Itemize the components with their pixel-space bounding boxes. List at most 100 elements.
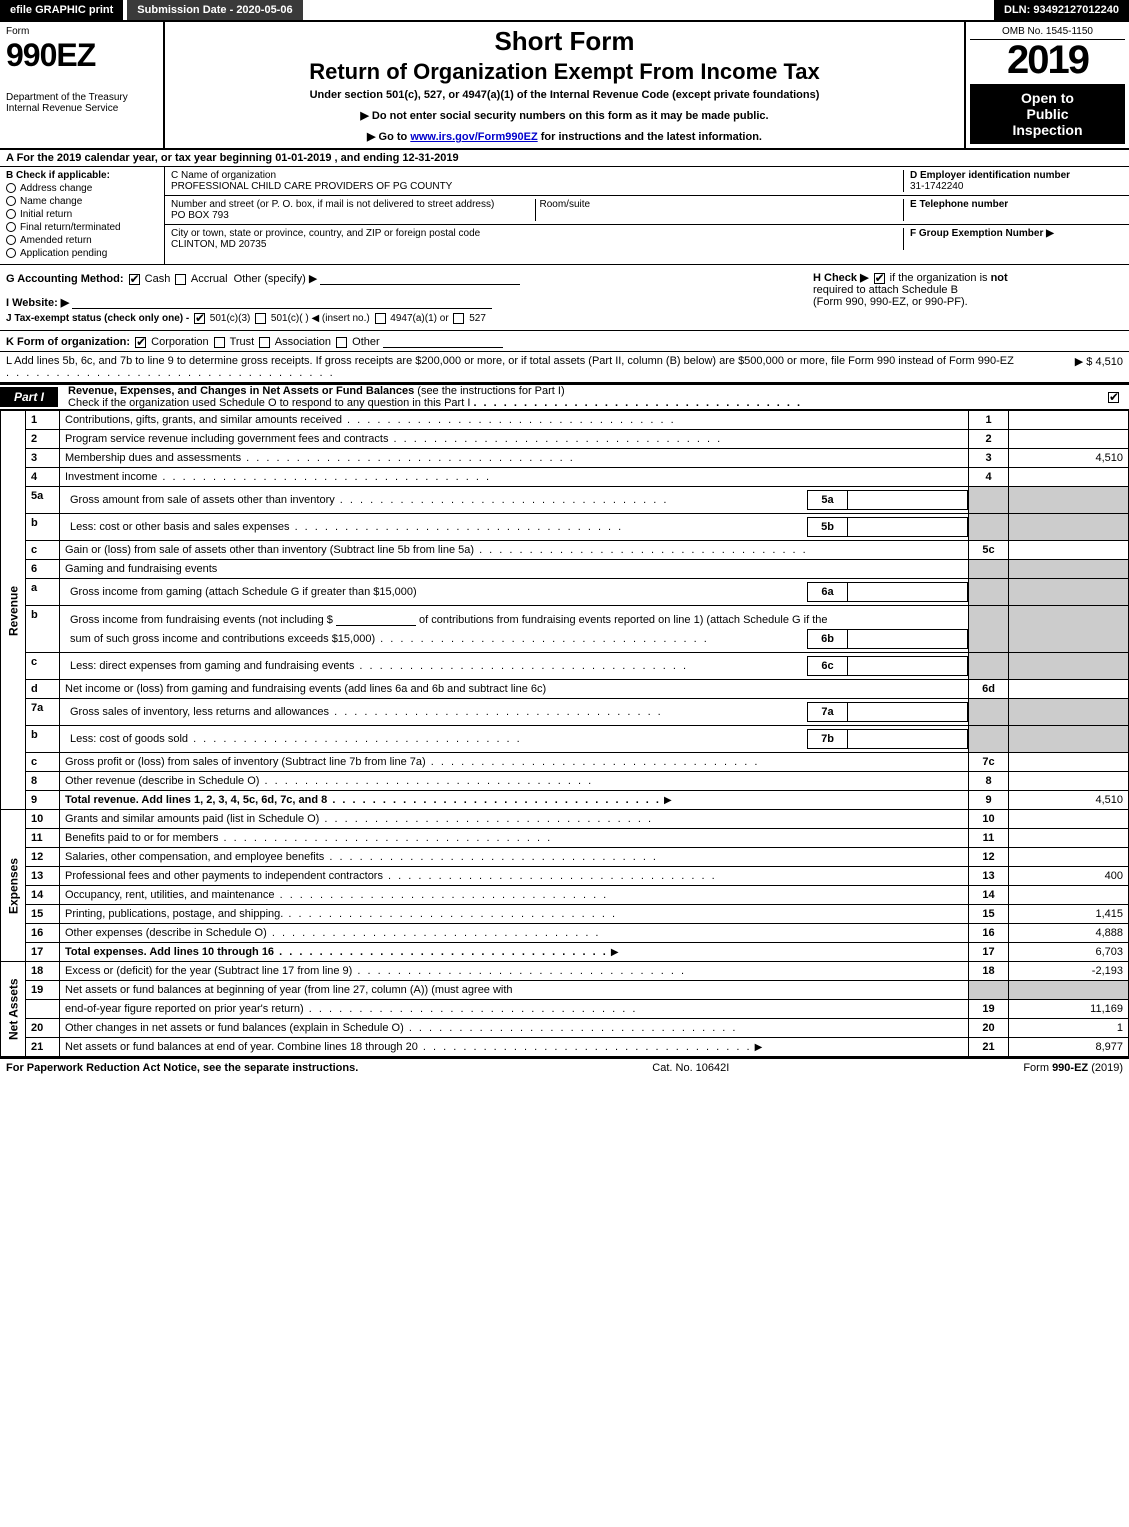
arrow-icon	[664, 794, 672, 806]
line-7c: c Gross profit or (loss) from sales of i…	[1, 753, 1129, 772]
chk-final-return[interactable]: Final return/terminated	[6, 222, 158, 233]
title-return: Return of Organization Exempt From Incom…	[173, 59, 956, 85]
line-8: 8 Other revenue (describe in Schedule O)…	[1, 772, 1129, 791]
row-address: Number and street (or P. O. box, if mail…	[165, 196, 1129, 225]
arrow-icon	[755, 1041, 763, 1053]
line-9: 9 Total revenue. Add lines 1, 2, 3, 4, 5…	[1, 791, 1129, 810]
chk-accrual[interactable]	[175, 274, 186, 285]
other-specify-field[interactable]	[320, 271, 520, 285]
g-label: G Accounting Method:	[6, 273, 124, 285]
open-line1: Open to	[974, 90, 1121, 106]
chk-schedule-o[interactable]	[1108, 392, 1119, 403]
col-b-label: B Check if applicable:	[6, 170, 158, 181]
tax-year: 2019	[970, 40, 1125, 80]
chk-name-change[interactable]: Name change	[6, 196, 158, 207]
header-center: Short Form Return of Organization Exempt…	[165, 22, 964, 148]
title-short-form: Short Form	[173, 26, 956, 57]
f-label: F Group Exemption Number ▶	[910, 228, 1123, 239]
city-value: CLINTON, MD 20735	[171, 239, 903, 250]
row-city: City or town, state or province, country…	[165, 225, 1129, 253]
chk-501c3[interactable]	[194, 313, 205, 324]
open-line3: Inspection	[974, 122, 1121, 138]
bullet-goto-pre: ▶ Go to	[367, 131, 410, 143]
part-1-tab: Part I	[0, 387, 58, 407]
efile-label: efile GRAPHIC print	[10, 4, 113, 16]
bullet-no-ssn: ▶ Do not enter social security numbers o…	[173, 109, 956, 122]
chk-h[interactable]	[874, 273, 885, 284]
line-5c: c Gain or (loss) from sale of assets oth…	[1, 541, 1129, 560]
chk-cash[interactable]	[129, 274, 140, 285]
chk-4947[interactable]	[375, 313, 386, 324]
efile-graphic-print-button[interactable]: efile GRAPHIC print	[0, 0, 123, 20]
amt-5b	[848, 518, 968, 537]
chk-amended-return[interactable]: Amended return	[6, 235, 158, 246]
h-text2: required to attach Schedule B	[813, 284, 958, 296]
form-number: 990EZ	[6, 37, 157, 74]
sidelabel-revenue: Revenue	[1, 411, 26, 810]
dln-badge: DLN: 93492127012240	[994, 0, 1129, 20]
chk-527[interactable]	[453, 313, 464, 324]
footer: For Paperwork Reduction Act Notice, see …	[0, 1057, 1129, 1077]
chk-other-org[interactable]	[336, 337, 347, 348]
chk-initial-return[interactable]: Initial return	[6, 209, 158, 220]
line-11: 11 Benefits paid to or for members 11	[1, 829, 1129, 848]
l-amount: ▶ $ 4,510	[1033, 355, 1123, 379]
part-1-title: Revenue, Expenses, and Changes in Net As…	[58, 385, 1106, 409]
footer-form: Form 990-EZ (2019)	[1023, 1062, 1123, 1074]
h-not: not	[991, 272, 1008, 284]
amt-7b	[848, 730, 968, 749]
chk-trust[interactable]	[214, 337, 225, 348]
line-7a: 7a Gross sales of inventory, less return…	[1, 699, 1129, 726]
chk-assoc[interactable]	[259, 337, 270, 348]
d-label: D Employer identification number	[910, 170, 1123, 181]
i-label: I Website: ▶	[6, 297, 69, 309]
open-to-public-box: Open to Public Inspection	[970, 84, 1125, 144]
row-org-name: C Name of organization PROFESSIONAL CHIL…	[165, 167, 1129, 196]
chk-address-change[interactable]: Address change	[6, 183, 158, 194]
line-g: G Accounting Method: Cash Accrual Other …	[6, 271, 803, 285]
header-right: OMB No. 1545-1150 2019 Open to Public In…	[964, 22, 1129, 148]
line-19b: end-of-year figure reported on prior yea…	[1, 1000, 1129, 1019]
footer-catno: Cat. No. 10642I	[358, 1062, 1023, 1074]
dept-treasury: Department of the Treasury	[6, 92, 157, 103]
chk-application-pending[interactable]: Application pending	[6, 248, 158, 259]
col-cd: C Name of organization PROFESSIONAL CHIL…	[165, 167, 1129, 264]
subtitle: Under section 501(c), 527, or 4947(a)(1)…	[173, 89, 956, 101]
submission-label: Submission Date - 2020-05-06	[137, 4, 292, 16]
sidelabel-net-assets: Net Assets	[1, 962, 26, 1057]
sidelabel-expenses: Expenses	[1, 810, 26, 962]
amt-6c	[848, 657, 968, 676]
line-7b: b Less: cost of goods sold 7b	[1, 726, 1129, 753]
city-label: City or town, state or province, country…	[171, 228, 903, 239]
arrow-icon	[611, 946, 619, 958]
l-text: L Add lines 5b, 6c, and 7b to line 9 to …	[6, 355, 1014, 367]
line-4: 4 Investment income 4	[1, 468, 1129, 487]
line-20: 20 Other changes in net assets or fund b…	[1, 1019, 1129, 1038]
row-ghij: G Accounting Method: Cash Accrual Other …	[0, 265, 1129, 331]
line-1: Revenue 1 Contributions, gifts, grants, …	[1, 411, 1129, 430]
submission-date-button[interactable]: Submission Date - 2020-05-06	[127, 0, 302, 20]
line-14: 14 Occupancy, rent, utilities, and maint…	[1, 886, 1129, 905]
ein-value: 31-1742240	[910, 181, 1123, 192]
line-12: 12 Salaries, other compensation, and emp…	[1, 848, 1129, 867]
form-header: Form 990EZ Department of the Treasury In…	[0, 22, 1129, 150]
other-org-field[interactable]	[383, 334, 503, 348]
top-bar: efile GRAPHIC print Submission Date - 20…	[0, 0, 1129, 22]
irs-link[interactable]: www.irs.gov/Form990EZ	[410, 131, 537, 143]
l-dots	[6, 367, 335, 379]
line-l: L Add lines 5b, 6c, and 7b to line 9 to …	[0, 352, 1129, 383]
chk-corp[interactable]	[135, 337, 146, 348]
line-6d: d Net income or (loss) from gaming and f…	[1, 680, 1129, 699]
line-21: 21 Net assets or fund balances at end of…	[1, 1038, 1129, 1057]
line-16: 16 Other expenses (describe in Schedule …	[1, 924, 1129, 943]
room-label: Room/suite	[540, 199, 904, 210]
website-field[interactable]	[72, 295, 492, 309]
chk-501c[interactable]	[255, 313, 266, 324]
line-6b: b Gross income from fundraising events (…	[1, 606, 1129, 653]
line-3: 3 Membership dues and assessments 3 4,51…	[1, 449, 1129, 468]
line-15: 15 Printing, publications, postage, and …	[1, 905, 1129, 924]
6b-contrib-field[interactable]	[336, 612, 416, 626]
amt-5a	[848, 491, 968, 510]
e-label: E Telephone number	[910, 199, 1123, 210]
lines-table: Revenue 1 Contributions, gifts, grants, …	[0, 410, 1129, 1057]
